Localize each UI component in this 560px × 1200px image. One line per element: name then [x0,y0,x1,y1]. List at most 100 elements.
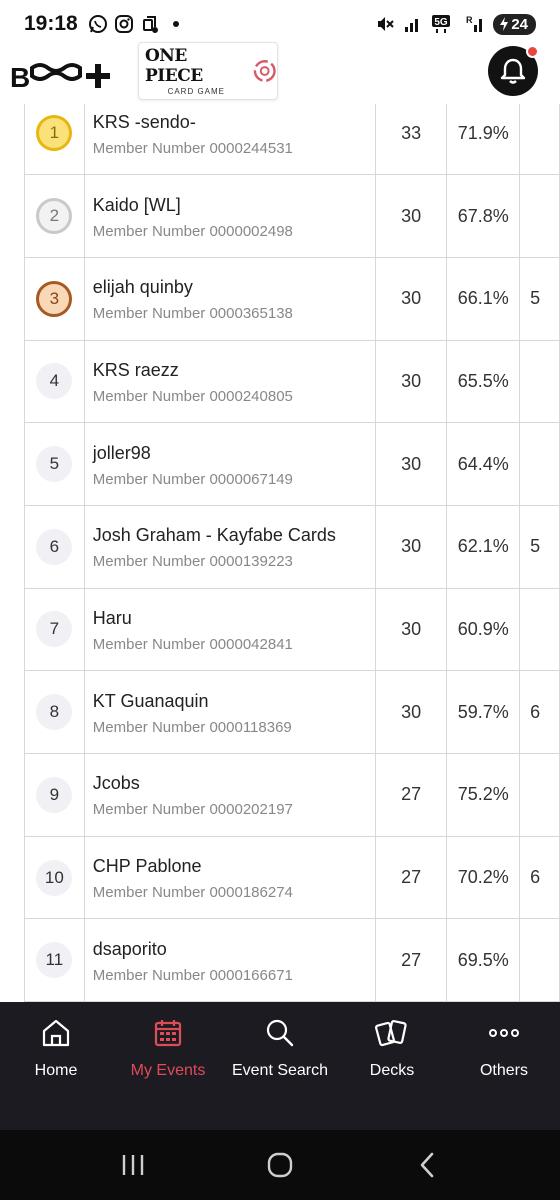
points-cell: 30 [374,256,448,341]
player-cell: CHP Pablone Member Number 0000186274 [83,835,376,920]
player-cell: Haru Member Number 0000042841 [83,587,376,672]
extra-cell [519,918,560,1002]
ranking-row[interactable]: 8 KT Guanaquin Member Number 0000118369 30 5… [24,670,560,754]
ranking-row[interactable]: 1 KRS -sendo- Member Number 0000244531 33 71… [24,104,560,176]
dot-icon [166,14,186,34]
player-cell: Jcobs Member Number 0000202197 [83,753,376,837]
points-cell: 30 [374,339,448,424]
mute-icon [375,14,395,34]
ranking-row[interactable]: 3 elijah quinby Member Number 0000365138 30… [24,256,560,341]
one-piece-logo[interactable]: ONE PIECE CARD GAME [138,42,278,100]
member-number: Member Number 0000067149 [92,470,293,488]
rank-badge: 10 [36,859,73,896]
home-icon [39,1016,73,1050]
rank-badge: 2 [36,198,73,235]
rank-badge: 8 [36,694,73,731]
player-name: KT Guanaquin [92,690,209,711]
points-cell: 30 [374,422,448,506]
member-number: Member Number 0000202197 [92,801,293,819]
rank-badge: 3 [36,280,73,317]
rank-cell: 10 [24,835,85,920]
status-left-icons [88,14,186,34]
calendar-icon [151,1016,185,1050]
extra-cell [519,174,560,258]
signal-r-icon: R [465,14,485,34]
win-rate-cell: 67.8% [446,174,521,258]
win-rate-cell: 60.9% [446,587,521,672]
player-name: KRS raezz [92,359,179,380]
player-name: CHP Pablone [92,856,202,877]
win-rate-cell: 66.1% [446,256,521,341]
ranking-row[interactable]: 5 joller98 Member Number 0000067149 30 64.4% [24,422,560,506]
op-logo-text: ONE PIECE CARD GAME [145,46,248,96]
rank-cell: 3 [24,256,85,341]
5g-icon: 5G [431,14,457,34]
op-logo-subtitle: CARD GAME [167,87,226,96]
rank-cell: 5 [24,422,85,506]
ranking-row[interactable]: 10 CHP Pablone Member Number 0000186274 27 7… [24,835,560,920]
member-number: Member Number 0000166671 [92,966,293,984]
member-number: Member Number 0000186274 [92,884,293,902]
notification-button[interactable] [488,45,539,96]
nav-event-search[interactable]: Event Search [224,1002,336,1130]
rank-badge: 6 [36,528,73,565]
extra-cell: 5 [519,504,560,589]
nav-others[interactable]: Others [448,1002,560,1130]
rank-cell: 9 [24,753,85,837]
home-circle-icon[interactable] [260,1145,300,1185]
points-cell: 27 [374,918,448,1002]
rank-badge: 4 [36,363,73,400]
player-cell: Josh Graham - Kayfabe Cards Member Number… [83,504,376,589]
ranking-row[interactable]: 9 Jcobs Member Number 0000202197 27 75.2% [24,753,560,837]
ranking-row[interactable]: 4 KRS raezz Member Number 0000240805 30 65.5… [24,339,560,424]
win-rate-cell: 69.5% [446,918,521,1002]
ranking-row[interactable]: 11 dsaporito Member Number 0000166671 27 69.… [24,918,560,1002]
status-right-icons: 5G R 24 [375,13,536,35]
back-icon[interactable] [407,1145,447,1185]
win-rate-cell: 65.5% [446,339,521,424]
ranking-table-scroll[interactable]: 1 KRS -sendo- Member Number 0000244531 33 71… [0,104,560,1002]
player-name: Haru [92,607,132,628]
rank-badge: 9 [36,776,73,813]
member-number: Member Number 0000139223 [92,553,293,571]
player-name: joller98 [92,442,151,463]
rank-badge: 1 [36,115,73,152]
player-name: Kaido [WL] [92,194,181,215]
ranking-row[interactable]: 2 Kaido [WL] Member Number 0000002498 30 67.… [24,174,560,258]
notification-badge [526,45,539,58]
rank-cell: 4 [24,339,85,424]
ranking-row[interactable]: 7 Haru Member Number 0000042841 30 60.9% [24,587,560,672]
nav-decks[interactable]: Decks [336,1002,448,1130]
signal-icon [403,14,423,34]
recent-apps-icon[interactable] [113,1145,153,1185]
rank-badge: 7 [36,611,73,648]
extra-cell [519,339,560,424]
points-cell: 30 [374,504,448,589]
player-cell: KRS -sendo- Member Number 0000244531 [83,104,376,176]
rank-cell: 2 [24,174,85,258]
svg-text:B: B [10,62,30,93]
points-cell: 27 [374,835,448,920]
player-cell: elijah quinby Member Number 0000365138 [83,256,376,341]
status-bar: 19:18 5G R [0,0,560,48]
player-cell: KRS raezz Member Number 0000240805 [83,339,376,424]
points-cell: 30 [374,670,448,754]
member-number: Member Number 0000118369 [92,718,292,736]
win-rate-cell: 70.2% [446,835,521,920]
rank-cell: 7 [24,587,85,672]
svg-text:R: R [466,15,473,25]
battery-indicator: 24 [493,13,536,35]
nav-home[interactable]: Home [0,1002,112,1130]
svg-text:5G: 5G [435,17,449,28]
whatsapp-icon [88,14,108,34]
win-rate-cell: 64.4% [446,422,521,506]
nav-others-label: Others [479,1062,528,1079]
nav-my-events-label: My Events [130,1062,206,1079]
ranking-row[interactable]: 6 Josh Graham - Kayfabe Cards Member Numbe… [24,504,560,589]
rank-cell: 8 [24,670,85,754]
nav-my-events[interactable]: My Events [112,1002,224,1130]
player-cell: joller98 Member Number 0000067149 [83,422,376,506]
bandai-tcg-plus-logo[interactable]: B [10,56,116,96]
player-cell: dsaporito Member Number 0000166671 [83,918,376,1002]
